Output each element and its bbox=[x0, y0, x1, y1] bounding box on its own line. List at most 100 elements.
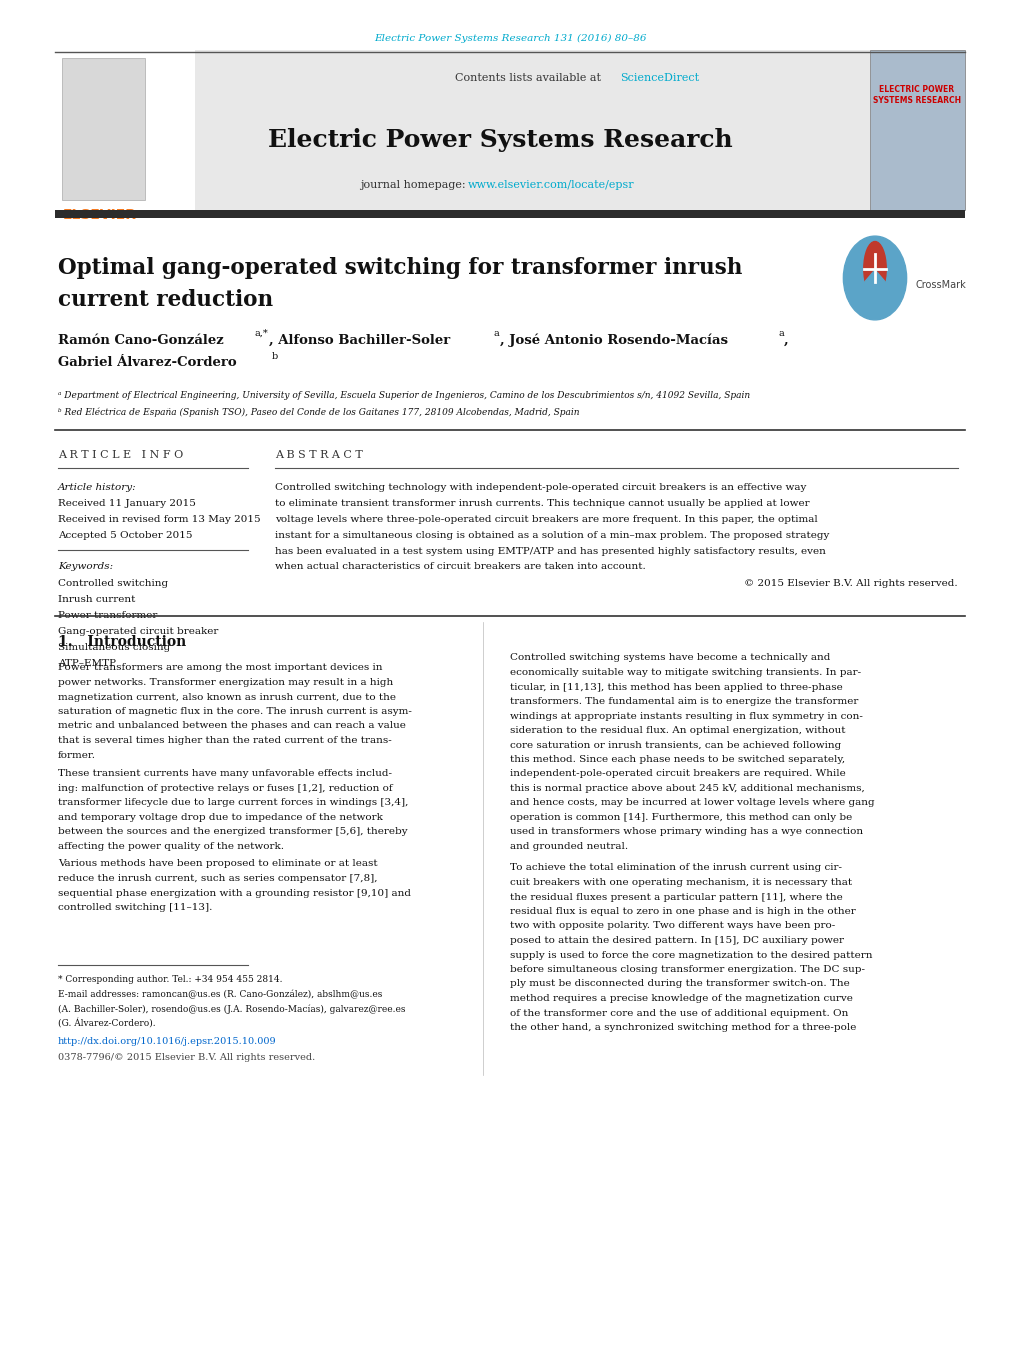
Text: of the transformer core and the use of additional equipment. On: of the transformer core and the use of a… bbox=[510, 1008, 848, 1017]
Text: core saturation or inrush transients, can be achieved following: core saturation or inrush transients, ca… bbox=[510, 740, 841, 750]
Text: Received in revised form 13 May 2015: Received in revised form 13 May 2015 bbox=[58, 516, 261, 524]
Text: and grounded neutral.: and grounded neutral. bbox=[510, 842, 628, 851]
Text: ᵇ Red Eléctrica de España (Spanish TSO), Paseo del Conde de los Gaitanes 177, 28: ᵇ Red Eléctrica de España (Spanish TSO),… bbox=[58, 407, 579, 416]
Text: and hence costs, may be incurred at lower voltage levels where gang: and hence costs, may be incurred at lowe… bbox=[510, 798, 873, 808]
Text: sequential phase energization with a grounding resistor [9,10] and: sequential phase energization with a gro… bbox=[58, 889, 411, 897]
Text: affecting the power quality of the network.: affecting the power quality of the netwo… bbox=[58, 842, 283, 851]
Text: Electric Power Systems Research: Electric Power Systems Research bbox=[267, 128, 732, 153]
Text: has been evaluated in a test system using EMTP/ATP and has presented highly sati: has been evaluated in a test system usin… bbox=[275, 547, 825, 555]
Text: cuit breakers with one operating mechanism, it is necessary that: cuit breakers with one operating mechani… bbox=[510, 878, 851, 888]
Text: Controlled switching: Controlled switching bbox=[58, 578, 168, 588]
Text: operation is common [14]. Furthermore, this method can only be: operation is common [14]. Furthermore, t… bbox=[510, 813, 852, 821]
Text: Inrush current: Inrush current bbox=[58, 594, 136, 604]
Text: Power transformers are among the most important devices in: Power transformers are among the most im… bbox=[58, 663, 382, 673]
Text: E-mail addresses: ramoncan@us.es (R. Cano-González), abslhm@us.es: E-mail addresses: ramoncan@us.es (R. Can… bbox=[58, 990, 382, 1000]
Text: Simultaneous closing: Simultaneous closing bbox=[58, 643, 170, 651]
Text: transformer lifecycle due to large current forces in windings [3,4],: transformer lifecycle due to large curre… bbox=[58, 798, 408, 808]
Circle shape bbox=[843, 236, 906, 320]
Text: Controlled switching systems have become a technically and: Controlled switching systems have become… bbox=[510, 654, 829, 662]
Text: Received 11 January 2015: Received 11 January 2015 bbox=[58, 500, 196, 508]
Text: Various methods have been proposed to eliminate or at least: Various methods have been proposed to el… bbox=[58, 859, 377, 869]
Text: CrossMark: CrossMark bbox=[915, 280, 966, 289]
Bar bbox=[55, 209, 964, 218]
Text: journal homepage:: journal homepage: bbox=[360, 180, 465, 190]
Bar bbox=[62, 58, 145, 200]
Text: reduce the inrush current, such as series compensator [7,8],: reduce the inrush current, such as serie… bbox=[58, 874, 377, 884]
Text: current reduction: current reduction bbox=[58, 289, 273, 311]
Text: Gabriel Álvarez-Cordero: Gabriel Álvarez-Cordero bbox=[58, 357, 236, 370]
Bar bbox=[55, 50, 195, 209]
Text: used in transformers whose primary winding has a wye connection: used in transformers whose primary windi… bbox=[510, 828, 862, 836]
Text: method requires a precise knowledge of the magnetization curve: method requires a precise knowledge of t… bbox=[510, 994, 852, 1002]
Text: power networks. Transformer energization may result in a high: power networks. Transformer energization… bbox=[58, 678, 393, 688]
Text: Optimal gang-operated switching for transformer inrush: Optimal gang-operated switching for tran… bbox=[58, 257, 742, 280]
Text: a,*: a,* bbox=[255, 328, 268, 338]
Text: two with opposite polarity. Two different ways have been pro-: two with opposite polarity. Two differen… bbox=[510, 921, 835, 931]
Text: 0378-7796/© 2015 Elsevier B.V. All rights reserved.: 0378-7796/© 2015 Elsevier B.V. All right… bbox=[58, 1054, 315, 1062]
Text: this is normal practice above about 245 kV, additional mechanisms,: this is normal practice above about 245 … bbox=[510, 784, 864, 793]
Text: © 2015 Elsevier B.V. All rights reserved.: © 2015 Elsevier B.V. All rights reserved… bbox=[744, 580, 957, 589]
Text: controlled switching [11–13].: controlled switching [11–13]. bbox=[58, 902, 212, 912]
Text: transformers. The fundamental aim is to energize the transformer: transformers. The fundamental aim is to … bbox=[510, 697, 858, 707]
Text: Power transformer: Power transformer bbox=[58, 611, 157, 620]
Text: www.elsevier.com/locate/epsr: www.elsevier.com/locate/epsr bbox=[468, 180, 634, 190]
Text: Ramón Cano-González: Ramón Cano-González bbox=[58, 334, 223, 346]
Text: to eliminate transient transformer inrush currents. This technique cannot usuall: to eliminate transient transformer inrus… bbox=[275, 499, 809, 508]
Bar bbox=[869, 50, 964, 209]
Text: ing: malfunction of protective relays or fuses [1,2], reduction of: ing: malfunction of protective relays or… bbox=[58, 784, 392, 793]
Text: , Alfonso Bachiller-Soler: , Alfonso Bachiller-Soler bbox=[269, 334, 450, 346]
Text: between the sources and the energized transformer [5,6], thereby: between the sources and the energized tr… bbox=[58, 828, 408, 836]
Text: b: b bbox=[272, 351, 278, 361]
Text: (G. Álvarez-Cordero).: (G. Álvarez-Cordero). bbox=[58, 1019, 156, 1028]
Text: residual flux is equal to zero in one phase and is high in the other: residual flux is equal to zero in one ph… bbox=[510, 907, 855, 916]
Text: this method. Since each phase needs to be switched separately,: this method. Since each phase needs to b… bbox=[510, 755, 845, 765]
Text: saturation of magnetic flux in the core. The inrush current is asym-: saturation of magnetic flux in the core.… bbox=[58, 707, 412, 716]
Text: http://dx.doi.org/10.1016/j.epsr.2015.10.009: http://dx.doi.org/10.1016/j.epsr.2015.10… bbox=[58, 1038, 276, 1047]
Text: before simultaneous closing transformer energization. The DC sup-: before simultaneous closing transformer … bbox=[510, 965, 864, 974]
Text: a: a bbox=[493, 328, 499, 338]
Ellipse shape bbox=[863, 242, 886, 296]
Text: ATP–EMTP: ATP–EMTP bbox=[58, 658, 116, 667]
Text: ELECTRIC POWER
SYSTEMS RESEARCH: ELECTRIC POWER SYSTEMS RESEARCH bbox=[872, 85, 960, 105]
Text: Keywords:: Keywords: bbox=[58, 562, 113, 571]
Bar bbox=[55, 50, 869, 209]
Text: Gang-operated circuit breaker: Gang-operated circuit breaker bbox=[58, 627, 218, 635]
Text: posed to attain the desired pattern. In [15], DC auxiliary power: posed to attain the desired pattern. In … bbox=[510, 936, 843, 944]
Text: that is several times higher than the rated current of the trans-: that is several times higher than the ra… bbox=[58, 736, 391, 744]
Text: windings at appropriate instants resulting in flux symmetry in con-: windings at appropriate instants resulti… bbox=[510, 712, 862, 720]
Text: economically suitable way to mitigate switching transients. In par-: economically suitable way to mitigate sw… bbox=[510, 667, 860, 677]
Text: metric and unbalanced between the phases and can reach a value: metric and unbalanced between the phases… bbox=[58, 721, 406, 731]
Text: A R T I C L E   I N F O: A R T I C L E I N F O bbox=[58, 450, 183, 459]
Text: These transient currents have many unfavorable effects includ-: These transient currents have many unfav… bbox=[58, 770, 391, 778]
Text: 1.   Introduction: 1. Introduction bbox=[58, 635, 186, 648]
Text: ply must be disconnected during the transformer switch-on. The: ply must be disconnected during the tran… bbox=[510, 979, 849, 989]
Text: a: a bbox=[777, 328, 784, 338]
Text: when actual characteristics of circuit breakers are taken into account.: when actual characteristics of circuit b… bbox=[275, 562, 645, 571]
Text: * Corresponding author. Tel.: +34 954 455 2814.: * Corresponding author. Tel.: +34 954 45… bbox=[58, 975, 282, 985]
Text: Article history:: Article history: bbox=[58, 482, 137, 492]
Text: ScienceDirect: ScienceDirect bbox=[620, 73, 698, 82]
Text: To achieve the total elimination of the inrush current using cir-: To achieve the total elimination of the … bbox=[510, 863, 841, 873]
Text: the other hand, a synchronized switching method for a three-pole: the other hand, a synchronized switching… bbox=[510, 1023, 856, 1032]
Text: ,: , bbox=[784, 334, 788, 346]
Text: and temporary voltage drop due to impedance of the network: and temporary voltage drop due to impeda… bbox=[58, 813, 382, 821]
Text: the residual fluxes present a particular pattern [11], where the: the residual fluxes present a particular… bbox=[510, 893, 842, 901]
Polygon shape bbox=[848, 270, 901, 301]
Text: (A. Bachiller-Soler), rosendo@us.es (J.A. Rosendo-Macías), galvarez@ree.es: (A. Bachiller-Soler), rosendo@us.es (J.A… bbox=[58, 1004, 406, 1013]
Text: magnetization current, also known as inrush current, due to the: magnetization current, also known as inr… bbox=[58, 693, 395, 701]
Text: Electric Power Systems Research 131 (2016) 80–86: Electric Power Systems Research 131 (201… bbox=[373, 34, 646, 43]
Text: Contents lists available at: Contents lists available at bbox=[454, 73, 600, 82]
Text: independent-pole-operated circuit breakers are required. While: independent-pole-operated circuit breake… bbox=[510, 770, 845, 778]
Text: ticular, in [11,13], this method has been applied to three-phase: ticular, in [11,13], this method has bee… bbox=[510, 682, 842, 692]
Text: former.: former. bbox=[58, 751, 96, 759]
Text: Accepted 5 October 2015: Accepted 5 October 2015 bbox=[58, 531, 193, 540]
Text: , José Antonio Rosendo-Macías: , José Antonio Rosendo-Macías bbox=[499, 334, 727, 347]
Text: ᵃ Department of Electrical Engineering, University of Sevilla, Escuela Superior : ᵃ Department of Electrical Engineering, … bbox=[58, 390, 749, 400]
Text: instant for a simultaneous closing is obtained as a solution of a min–max proble: instant for a simultaneous closing is ob… bbox=[275, 531, 828, 539]
Text: voltage levels where three-pole-operated circuit breakers are more frequent. In : voltage levels where three-pole-operated… bbox=[275, 515, 817, 523]
Text: sideration to the residual flux. An optimal energization, without: sideration to the residual flux. An opti… bbox=[510, 725, 845, 735]
Text: A B S T R A C T: A B S T R A C T bbox=[275, 450, 363, 459]
Text: Controlled switching technology with independent-pole-operated circuit breakers : Controlled switching technology with ind… bbox=[275, 482, 806, 492]
Text: ELSEVIER: ELSEVIER bbox=[63, 208, 137, 222]
Text: supply is used to force the core magnetization to the desired pattern: supply is used to force the core magneti… bbox=[510, 951, 871, 959]
